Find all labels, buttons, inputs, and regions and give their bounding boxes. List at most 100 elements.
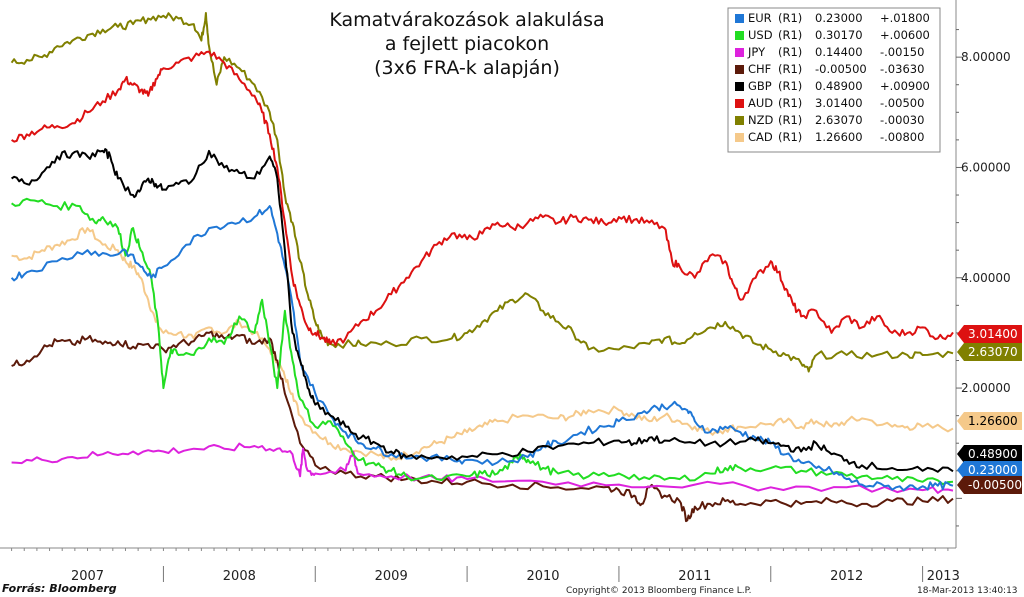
title-line: (3x6 FRA-k alapján): [374, 57, 560, 79]
legend-item-eur: EUR (R1) 0.23000 +.01800: [735, 11, 930, 25]
legend-series-value: 1.26600: [815, 130, 863, 144]
legend-item-cad: CAD (R1) 1.26600 -.00800: [735, 130, 924, 144]
legend-box: [727, 7, 941, 153]
series-line-jpy: [11, 442, 954, 494]
legend-series-tag: (R1): [778, 11, 802, 25]
title-line: Kamatvárakozások alakulása: [329, 9, 604, 31]
end-tag-label: 0.48900: [968, 447, 1018, 461]
plot-area: [0, 0, 957, 549]
legend-swatch: [735, 65, 744, 74]
series-line-chf: [11, 330, 954, 523]
y-tick-label: 4.00000: [961, 271, 1011, 285]
legend-series-change: -.00800: [880, 130, 924, 144]
legend-series-name: GBP: [748, 79, 772, 93]
x-tick-label: 2008: [223, 569, 256, 584]
legend-series-name: USD: [748, 28, 773, 42]
end-tag-shape: [957, 412, 1022, 430]
legend: EUR (R1) 0.23000 +.01800 USD (R1) 0.30170 +.006…: [727, 7, 941, 153]
series-line-nzd: [10, 12, 954, 373]
legend-series-change: -.00500: [880, 96, 924, 110]
legend-series-value: -0.00500: [815, 62, 867, 76]
legend-series-value: 0.14400: [815, 45, 863, 59]
x-tick-label: 2012: [830, 569, 863, 584]
x-tick-label: 2010: [526, 569, 559, 584]
legend-swatch: [735, 99, 744, 108]
end-tag-label: -0.00500: [968, 478, 1022, 492]
legend-series-tag: (R1): [778, 28, 802, 42]
end-tag-label: 3.01400: [968, 327, 1018, 341]
legend-item-gbp: GBP (R1) 0.48900 +.00900: [735, 79, 930, 93]
legend-series-change: -.00030: [880, 113, 924, 127]
end-tag-shape: [957, 343, 1022, 361]
legend-series-name: CHF: [748, 62, 771, 76]
source-note: Forrás: Bloomberg: [2, 582, 117, 595]
legend-item-chf: CHF (R1) -0.00500 -.03630: [735, 62, 924, 76]
end-tag-nzd: 2.63070: [957, 343, 1022, 361]
legend-series-value: 0.48900: [815, 79, 863, 93]
series-line-usd: [11, 197, 954, 486]
end-tag-label: 1.26600: [968, 414, 1018, 428]
end-tag-gbp: 0.48900: [957, 445, 1022, 463]
legend-series-change: +.01800: [880, 11, 930, 25]
series-line-cad: [11, 227, 954, 461]
x-tick-label: 2007: [71, 569, 104, 584]
y-tick-label: 8.00000: [961, 50, 1011, 64]
legend-item-jpy: JPY (R1) 0.14400 -.00150: [735, 45, 924, 59]
x-tick-label: 2009: [375, 569, 408, 584]
y-axis: 2.00000 4.00000 6.00000 8.00000: [956, 29, 1011, 527]
x-tick-label: 2013: [927, 569, 960, 584]
x-tick-label: 2011: [678, 569, 711, 584]
end-tag-shape: [957, 325, 1022, 343]
legend-series-tag: (R1): [778, 79, 802, 93]
legend-item-aud: AUD (R1) 3.01400 -.00500: [735, 96, 924, 110]
end-tag-shape: [957, 476, 1022, 494]
series-line-eur: [10, 205, 954, 492]
legend-swatch: [735, 48, 744, 57]
legend-swatch: [735, 31, 744, 40]
legend-series-tag: (R1): [778, 113, 802, 127]
legend-series-value: 0.23000: [815, 11, 863, 25]
footer: Forrás: Bloomberg Copyright© 2013 Bloombe…: [2, 582, 1018, 596]
legend-series-tag: (R1): [778, 96, 802, 110]
x-axis: 2007 2008 2009 2010 2011 2012 2013: [11, 548, 960, 584]
y-tick-label: 2.00000: [961, 381, 1011, 395]
end-tag-chf: -0.00500: [957, 476, 1022, 494]
legend-swatch: [735, 116, 744, 125]
legend-series-change: +.00600: [880, 28, 930, 42]
legend-series-name: EUR: [748, 11, 772, 25]
legend-swatch: [735, 82, 744, 91]
legend-series-tag: (R1): [778, 62, 802, 76]
end-value-tags: 3.01400 2.63070 1.26600 0.48900 0.23000-0.00…: [957, 325, 1022, 494]
end-tag-label: 2.63070: [968, 345, 1018, 359]
legend-series-name: AUD: [748, 96, 773, 110]
end-tag-shape: [957, 461, 1022, 479]
end-tag-cad: 1.26600: [957, 412, 1022, 430]
end-tag-eur: 0.23000: [957, 461, 1022, 479]
y-tick-label: 6.00000: [961, 160, 1011, 174]
legend-swatch: [735, 14, 744, 23]
legend-series-change: +.00900: [880, 79, 930, 93]
legend-series-name: NZD: [748, 113, 773, 127]
legend-item-nzd: NZD (R1) 2.63070 -.00030: [735, 113, 924, 127]
timestamp: 18-Mar-2013 13:40:13: [917, 586, 1018, 596]
series-line-gbp: [11, 148, 954, 473]
legend-series-tag: (R1): [778, 130, 802, 144]
legend-swatch: [735, 133, 744, 142]
end-tag-label: 0.23000: [968, 463, 1018, 477]
legend-series-change: -.03630: [880, 62, 924, 76]
legend-item-usd: USD (R1) 0.30170 +.00600: [735, 28, 930, 42]
legend-series-tag: (R1): [778, 45, 802, 59]
end-tag-aud: 3.01400: [957, 325, 1022, 343]
end-tag-shape: [957, 445, 1022, 463]
legend-series-value: 3.01400: [815, 96, 863, 110]
legend-series-name: JPY: [747, 45, 766, 59]
copyright-note: Copyright© 2013 Bloomberg Finance L.P.: [566, 586, 751, 596]
legend-series-value: 2.63070: [815, 113, 863, 127]
series-line-aud: [11, 50, 954, 347]
legend-series-value: 0.30170: [815, 28, 863, 42]
legend-series-name: CAD: [748, 130, 773, 144]
legend-series-change: -.00150: [880, 45, 924, 59]
title-line: a fejlett piacokon: [385, 33, 549, 55]
